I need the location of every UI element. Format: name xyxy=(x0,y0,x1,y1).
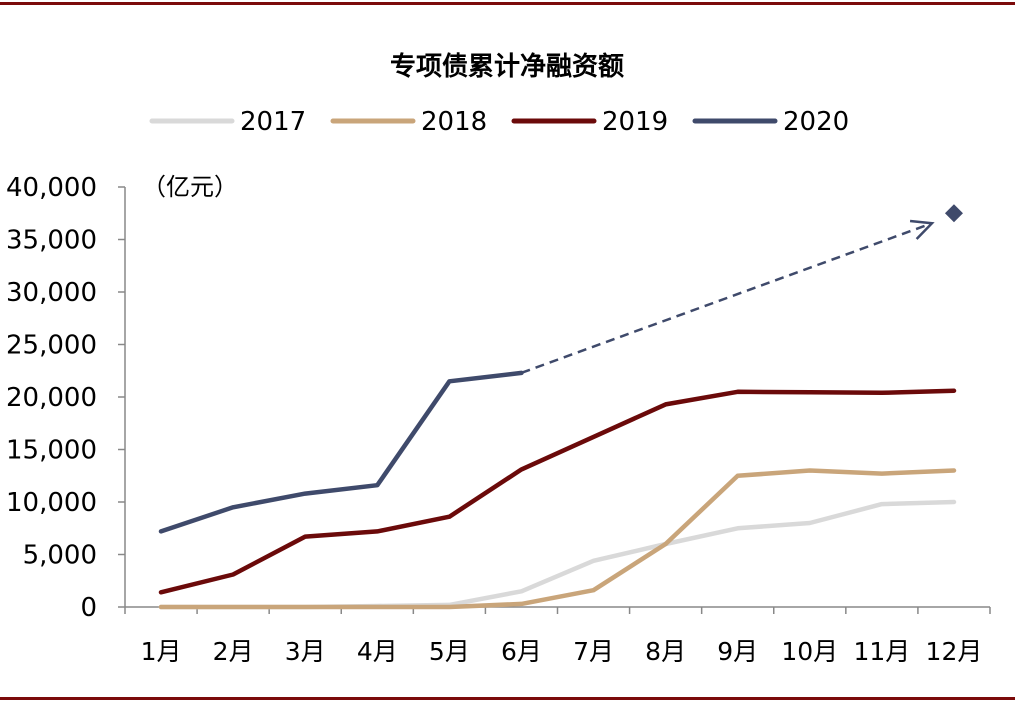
series-line-2019 xyxy=(158,388,957,595)
y-tick-label: 15,000 xyxy=(6,436,97,466)
legend-label-2019: 2019 xyxy=(602,107,668,137)
y-tick-label: 10,000 xyxy=(6,488,97,518)
projection-layer xyxy=(521,204,963,375)
legend-label-2018: 2018 xyxy=(421,107,487,137)
bottom-border-rule xyxy=(0,697,1015,700)
x-tick-label: 2月 xyxy=(213,637,254,666)
series-layer xyxy=(158,370,957,610)
chart-title: 专项债累计净融资额 xyxy=(390,52,624,82)
legend-label-2017: 2017 xyxy=(240,107,306,137)
series-line-2020 xyxy=(158,370,524,534)
series-line-2017 xyxy=(158,499,957,610)
y-tick-label: 5,000 xyxy=(23,541,97,571)
y-tick-label: 20,000 xyxy=(6,383,97,413)
y-tick-label: 0 xyxy=(80,593,97,623)
y-tick-label: 30,000 xyxy=(6,278,97,308)
x-tick-label: 12月 xyxy=(926,637,983,666)
axes: 0 5,000 10,000 15,000 20,000 25,000 30,000 35,0… xyxy=(6,173,991,666)
x-tick-label: 3月 xyxy=(285,637,326,666)
series-line-2018 xyxy=(158,468,957,610)
x-tick-label: 6月 xyxy=(501,637,542,666)
x-tick-label: 10月 xyxy=(781,637,838,666)
legend-label-2020: 2020 xyxy=(783,107,849,137)
projection-arrowhead xyxy=(909,219,935,240)
projection-dashed-line xyxy=(521,222,933,375)
y-axis-unit-label: （亿元） xyxy=(142,173,238,201)
x-tick-label: 11月 xyxy=(853,637,910,666)
top-border-rule xyxy=(0,2,1015,5)
y-tick-label: 40,000 xyxy=(6,173,97,203)
y-tick-label: 35,000 xyxy=(6,226,97,256)
x-tick-label: 1月 xyxy=(141,637,182,666)
projection-target-marker xyxy=(944,204,963,223)
x-tick-label: 9月 xyxy=(717,637,758,666)
legend: 2017 2018 2019 2020 xyxy=(149,107,849,137)
x-tick-label: 4月 xyxy=(357,637,398,666)
x-tick-label: 8月 xyxy=(645,637,686,666)
x-tick-label: 5月 xyxy=(429,637,470,666)
y-tick-label: 25,000 xyxy=(6,331,97,361)
x-tick-label: 7月 xyxy=(573,637,614,666)
